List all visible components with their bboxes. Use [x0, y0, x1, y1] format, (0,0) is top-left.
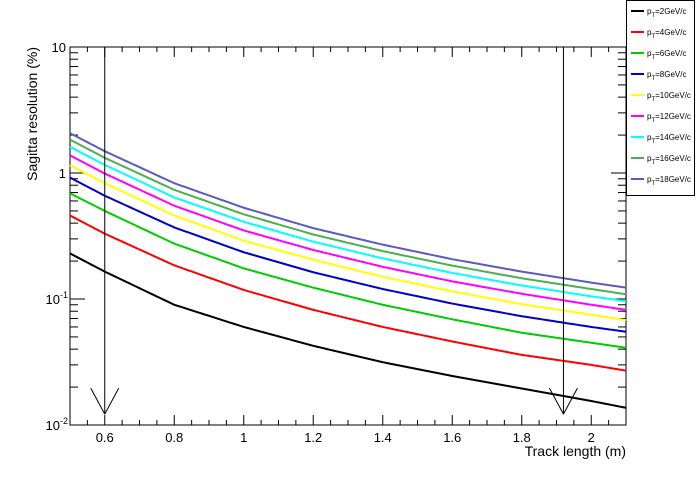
x-axis-label: Track length (m) [525, 443, 626, 459]
series-lines [69, 132, 627, 409]
series-line [69, 154, 627, 311]
y-tick-label: 10-2 [46, 416, 68, 433]
x-tick-label: 2 [588, 430, 595, 445]
legend-label: pT=6GeV/c [647, 49, 686, 61]
series-line [69, 146, 627, 303]
legend-label: pT=18GeV/c [647, 175, 691, 187]
arrow-annotations [90, 47, 578, 415]
legend-label: pT=4GeV/c [647, 28, 686, 40]
x-tick-label: 1.6 [443, 430, 461, 445]
series-line [69, 164, 627, 322]
y-tick-label: 10-1 [46, 290, 68, 307]
arrow-head-left [549, 387, 564, 415]
x-tick-label: 0.6 [96, 430, 114, 445]
arrow-head-right [104, 387, 120, 415]
legend-label: pT=10GeV/c [647, 91, 691, 103]
legend: pT=2GeV/c pT=4GeV/c pT=6GeV/c pT=8GeV/c pT=1… [626, 0, 695, 196]
y-tick-label: 1 [59, 166, 66, 181]
x-tick-label: 1.2 [304, 430, 322, 445]
x-tick-label: 0.8 [165, 430, 183, 445]
x-tick-label: 1.4 [374, 430, 392, 445]
series-line [69, 176, 627, 333]
legend-label: pT=16GeV/c [647, 154, 691, 166]
y-axis-label: Sagitta resolution (%) [24, 47, 40, 181]
legend-label: pT=12GeV/c [647, 112, 691, 124]
arrow-head-left [90, 387, 106, 415]
legend-label: pT=2GeV/c [647, 7, 686, 19]
legend-label: pT=8GeV/c [647, 70, 686, 82]
x-tick-label: 1.8 [513, 430, 531, 445]
series-line [69, 214, 627, 372]
series-line [69, 252, 627, 409]
tick-labels: 0.6 0.8 1 1.2 1.4 1.6 1.8 2 10-2 10-1 1 10 [46, 40, 595, 445]
x-tick-label: 1 [240, 430, 247, 445]
arrow-head-right [563, 387, 578, 415]
axis-ticks [69, 47, 627, 426]
series-line [69, 132, 627, 289]
series-line [69, 138, 627, 296]
series-line [69, 192, 627, 349]
legend-label: pT=14GeV/c [647, 133, 691, 145]
y-tick-label: 10 [52, 40, 66, 55]
